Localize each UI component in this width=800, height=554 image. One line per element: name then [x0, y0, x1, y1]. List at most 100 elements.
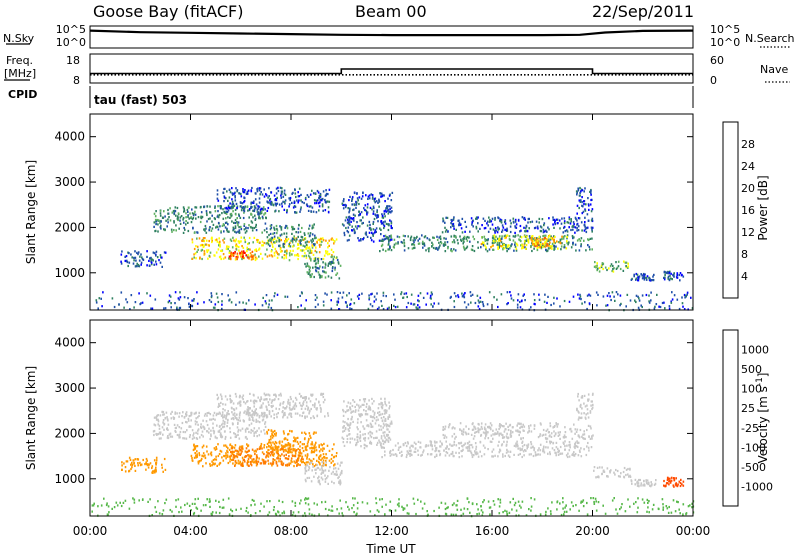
heatmap-cell — [256, 456, 258, 459]
heatmap-cell — [366, 402, 368, 406]
heatmap-cell — [585, 230, 588, 234]
heatmap-cell — [282, 195, 285, 198]
heatmap-cell — [387, 208, 390, 211]
heatmap-cell — [545, 437, 547, 440]
heatmap-cell — [460, 227, 463, 230]
heatmap-cell — [187, 417, 190, 420]
heatmap-cell — [305, 396, 307, 399]
heatmap-cell — [545, 429, 548, 432]
heatmap-cell — [300, 452, 303, 455]
heatmap-cell — [275, 434, 277, 437]
heatmap-cell — [205, 227, 207, 230]
heatmap-cell — [243, 420, 245, 423]
heatmap-cell — [563, 220, 566, 223]
heatmap-cell — [296, 464, 298, 467]
heatmap-cell — [237, 224, 239, 227]
heatmap-cell — [387, 242, 390, 245]
heatmap-cell — [429, 239, 431, 242]
heatmap-cell — [251, 460, 254, 463]
heatmap-cell — [546, 428, 549, 431]
heatmap-cell — [210, 454, 213, 457]
heatmap-cell — [638, 299, 641, 302]
heatmap-cell — [258, 217, 260, 220]
heatmap-cell — [491, 236, 494, 239]
heatmap-cell — [414, 450, 417, 453]
heatmap-cell — [380, 397, 382, 400]
heatmap-cell — [241, 461, 244, 464]
heatmap-cell — [321, 471, 323, 474]
heatmap-cell — [159, 432, 162, 435]
heatmap-cell — [403, 443, 405, 447]
heatmap-cell — [454, 249, 457, 252]
heatmap-cell — [302, 400, 305, 403]
heatmap-cell — [479, 296, 482, 299]
heatmap-cell — [239, 400, 242, 403]
heatmap-cell — [254, 206, 257, 209]
heatmap-cell — [475, 217, 477, 220]
heatmap-cell — [591, 208, 594, 211]
heatmap-cell — [312, 210, 315, 213]
heatmap-cell — [344, 421, 346, 424]
heatmap-cell — [333, 240, 336, 243]
heatmap-cell — [648, 301, 651, 304]
heatmap-cell — [433, 440, 436, 443]
heatmap-cell — [397, 448, 400, 451]
heatmap-cell — [240, 209, 243, 212]
heatmap-cell — [552, 239, 555, 242]
heatmap-cell — [344, 206, 347, 209]
heatmap-cell — [388, 306, 390, 309]
heatmap-cell — [153, 429, 156, 433]
heatmap-cell — [224, 430, 226, 433]
heatmap-cell — [301, 405, 303, 408]
heatmap-cell — [304, 241, 307, 244]
heatmap-cell — [260, 208, 262, 211]
heatmap-cell — [125, 298, 127, 301]
heatmap-cell — [311, 233, 314, 236]
heatmap-cell — [460, 450, 463, 453]
heatmap-cell — [238, 192, 241, 195]
heatmap-cell — [462, 295, 464, 298]
heatmap-cell — [545, 239, 548, 242]
heatmap-cell — [141, 256, 143, 259]
heatmap-cell — [287, 398, 290, 401]
heatmap-cell — [291, 232, 293, 235]
heatmap-cell — [261, 193, 264, 196]
heatmap-cell — [466, 239, 469, 242]
heatmap-cell — [563, 436, 565, 439]
heatmap-cell — [356, 192, 358, 195]
heatmap-cell — [232, 252, 235, 255]
heatmap-cell — [215, 447, 218, 450]
heatmap-cell — [368, 194, 371, 197]
heatmap-cell — [576, 193, 578, 196]
heatmap-cell — [208, 254, 211, 257]
heatmap-cell — [222, 239, 224, 242]
heatmap-cell — [397, 442, 399, 445]
heatmap-cell — [549, 422, 551, 425]
heatmap-cell — [515, 429, 517, 432]
heatmap-cell — [332, 266, 334, 269]
heatmap-cell — [266, 414, 268, 417]
heatmap-cell — [387, 205, 389, 208]
heatmap-cell — [412, 243, 414, 246]
heatmap-cell — [246, 246, 248, 249]
heatmap-cell — [171, 230, 173, 233]
heatmap-cell — [288, 462, 290, 465]
heatmap-cell — [326, 200, 329, 203]
heatmap-cell — [481, 241, 484, 244]
heatmap-cell — [622, 269, 625, 272]
heatmap-cell — [553, 240, 555, 243]
heatmap-cell — [252, 241, 254, 244]
heatmap-cell — [471, 455, 474, 459]
heatmap-cell — [380, 401, 382, 404]
heatmap-cell — [234, 225, 237, 228]
heatmap-cell — [350, 417, 353, 420]
heatmap-cell — [238, 401, 241, 404]
heatmap-cell — [426, 237, 429, 240]
heatmap-cell — [162, 470, 164, 473]
heatmap-cell — [581, 189, 584, 192]
heatmap-cell — [243, 199, 246, 203]
heatmap-cell — [385, 222, 388, 225]
heatmap-cell — [576, 204, 579, 207]
heatmap-cell — [281, 440, 284, 443]
heatmap-cell — [303, 443, 305, 446]
